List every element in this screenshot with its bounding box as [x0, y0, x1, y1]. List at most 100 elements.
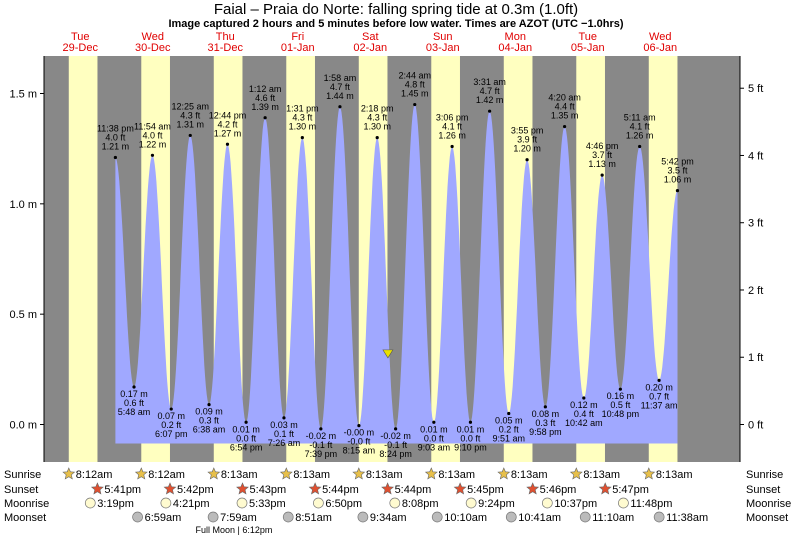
tide-low-ml-label: 0.16 m — [607, 391, 635, 401]
day-date-label: 01-Jan — [281, 42, 315, 54]
tide-low-ml-label: 0.01 m — [232, 424, 260, 434]
tide-point — [600, 173, 604, 177]
sunset-row-label-left: Sunset — [4, 484, 38, 496]
tide-high-ml-label: 1.42 m — [476, 95, 504, 105]
tide-high-ft-label: 4.3 ft — [180, 110, 201, 120]
tide-high-ft-label: 4.7 ft — [330, 82, 351, 92]
sunrise-icon — [424, 467, 438, 480]
tide-high-time-label: 5:11 am — [624, 112, 656, 122]
tide-low-ml-label: -0.02 m — [380, 431, 411, 441]
tide-point — [225, 142, 230, 146]
sunrise-time: 8:13am — [438, 469, 475, 481]
day-name-label: Tue — [578, 31, 597, 43]
tide-low-ft-label: 0.7 ft — [649, 391, 670, 401]
tide-low-time-label: 9:03 am — [418, 442, 451, 452]
sunrise-icon — [207, 467, 221, 480]
sunset-time: 5:44pm — [395, 484, 432, 496]
day-date-label: 30-Dec — [135, 42, 171, 54]
tide-high-ft-label: 3.9 ft — [517, 135, 538, 145]
day-date-label: 03-Jan — [426, 42, 460, 54]
tide-low-ft-label: 0.2 ft — [161, 420, 182, 430]
tide-high-ml-label: 1.22 m — [139, 139, 167, 149]
tide-high-ml-label: 1.30 m — [289, 122, 317, 132]
day-date-label: 06-Jan — [643, 42, 677, 54]
daylight-band — [68, 56, 98, 462]
tide-high-time-label: 5:42 pm — [661, 157, 694, 167]
day-name-label: Sun — [433, 31, 453, 43]
tide-point — [113, 155, 117, 160]
sunset-time: 5:43pm — [250, 484, 287, 496]
moonrise-time: 10:37pm — [554, 498, 597, 510]
tide-high-ml-label: 1.06 m — [664, 175, 692, 185]
tide-low-time-label: 9:10 pm — [454, 442, 487, 452]
tide-low-ft-label: 0.4 ft — [574, 409, 595, 419]
tide-point — [525, 158, 529, 162]
tide-point — [300, 136, 304, 140]
tide-low-ml-label: 0.01 m — [420, 424, 448, 434]
sunset-icon — [308, 482, 322, 495]
tide-low-time-label: 6:07 pm — [155, 429, 188, 439]
tide-point — [675, 188, 680, 193]
tide-low-ft-label: 0.3 ft — [535, 418, 556, 428]
tide-point — [207, 403, 211, 407]
moonrise-icon — [389, 497, 401, 509]
moonset-time: 11:38am — [666, 512, 708, 524]
moonset-icon — [207, 511, 219, 523]
chart-title: Faial – Praia do Norte: falling spring t… — [214, 1, 578, 18]
tide-low-time-label: 9:51 am — [492, 433, 525, 443]
left-tick-label: 0.0 m — [9, 419, 37, 431]
moonrise-icon — [84, 497, 96, 509]
moonrise-time: 9:24pm — [478, 498, 515, 510]
tide-point — [132, 385, 136, 389]
tide-point — [357, 423, 361, 428]
tide-high-time-label: 12:25 am — [171, 101, 209, 111]
tide-high-ft-label: 4.0 ft — [105, 133, 126, 143]
moonset-icon — [431, 511, 443, 523]
tide-high-time-label: 1:58 am — [324, 73, 357, 83]
moonset-time: 11:10am — [592, 512, 634, 524]
tide-point — [169, 407, 173, 411]
moonrise-time: 6:50pm — [325, 498, 362, 510]
tide-high-ml-label: 1.26 m — [438, 130, 466, 140]
tide-low-ml-label: 0.08 m — [532, 409, 560, 419]
sunrise-row-label-left: Sunrise — [4, 469, 41, 481]
moonset-icon — [357, 511, 369, 523]
tide-high-ml-label: 1.13 m — [588, 159, 616, 169]
moonset-icon — [282, 511, 294, 523]
day-date-label: 29-Dec — [63, 42, 99, 54]
tide-low-ft-label: 0.0 ft — [236, 433, 257, 443]
moonrise-time: 3:19pm — [97, 498, 134, 510]
day-date-label: 05-Jan — [571, 42, 605, 54]
right-tick-label: 0 ft — [748, 419, 763, 431]
tide-high-time-label: 3:06 pm — [436, 112, 469, 122]
sunrise-time: 8:13am — [583, 469, 620, 481]
tide-high-ft-label: 4.2 ft — [217, 119, 238, 129]
tide-high-ft-label: 4.3 ft — [292, 113, 313, 123]
tide-high-ml-label: 1.21 m — [102, 142, 130, 152]
tide-low-ml-label: 0.17 m — [120, 389, 148, 399]
tide-low-time-label: 5:48 am — [118, 407, 151, 417]
sunset-row-label-right: Sunset — [746, 484, 780, 496]
tide-low-ml-label: -0.00 m — [344, 428, 375, 438]
tide-point — [413, 102, 417, 107]
tide-high-time-label: 2:44 am — [398, 71, 431, 81]
tide-curve — [115, 104, 678, 444]
sunset-icon — [90, 482, 104, 495]
tide-high-ft-label: 4.6 ft — [255, 93, 276, 103]
sunrise-icon — [569, 467, 583, 480]
tide-low-ml-label: 0.01 m — [457, 424, 485, 434]
tide-high-ml-label: 1.27 m — [214, 128, 242, 138]
plot-area: 11:38 pm4.0 ft1.21 m0.17 m0.6 ft5:48 am1… — [44, 56, 740, 462]
day-name-label: Sat — [362, 31, 379, 43]
sunrise-icon — [352, 467, 366, 480]
sunrise-icon — [497, 467, 511, 480]
tide-high-ml-label: 1.30 m — [363, 122, 391, 132]
sunset-time: 5:44pm — [322, 484, 359, 496]
tide-point — [244, 420, 248, 424]
sunset-time: 5:45pm — [467, 484, 504, 496]
tide-low-ml-label: 0.20 m — [645, 382, 673, 392]
sunrise-icon — [642, 467, 656, 480]
moonrise-time: 11:48pm — [630, 498, 672, 510]
day-date-label: 04-Jan — [498, 42, 532, 54]
